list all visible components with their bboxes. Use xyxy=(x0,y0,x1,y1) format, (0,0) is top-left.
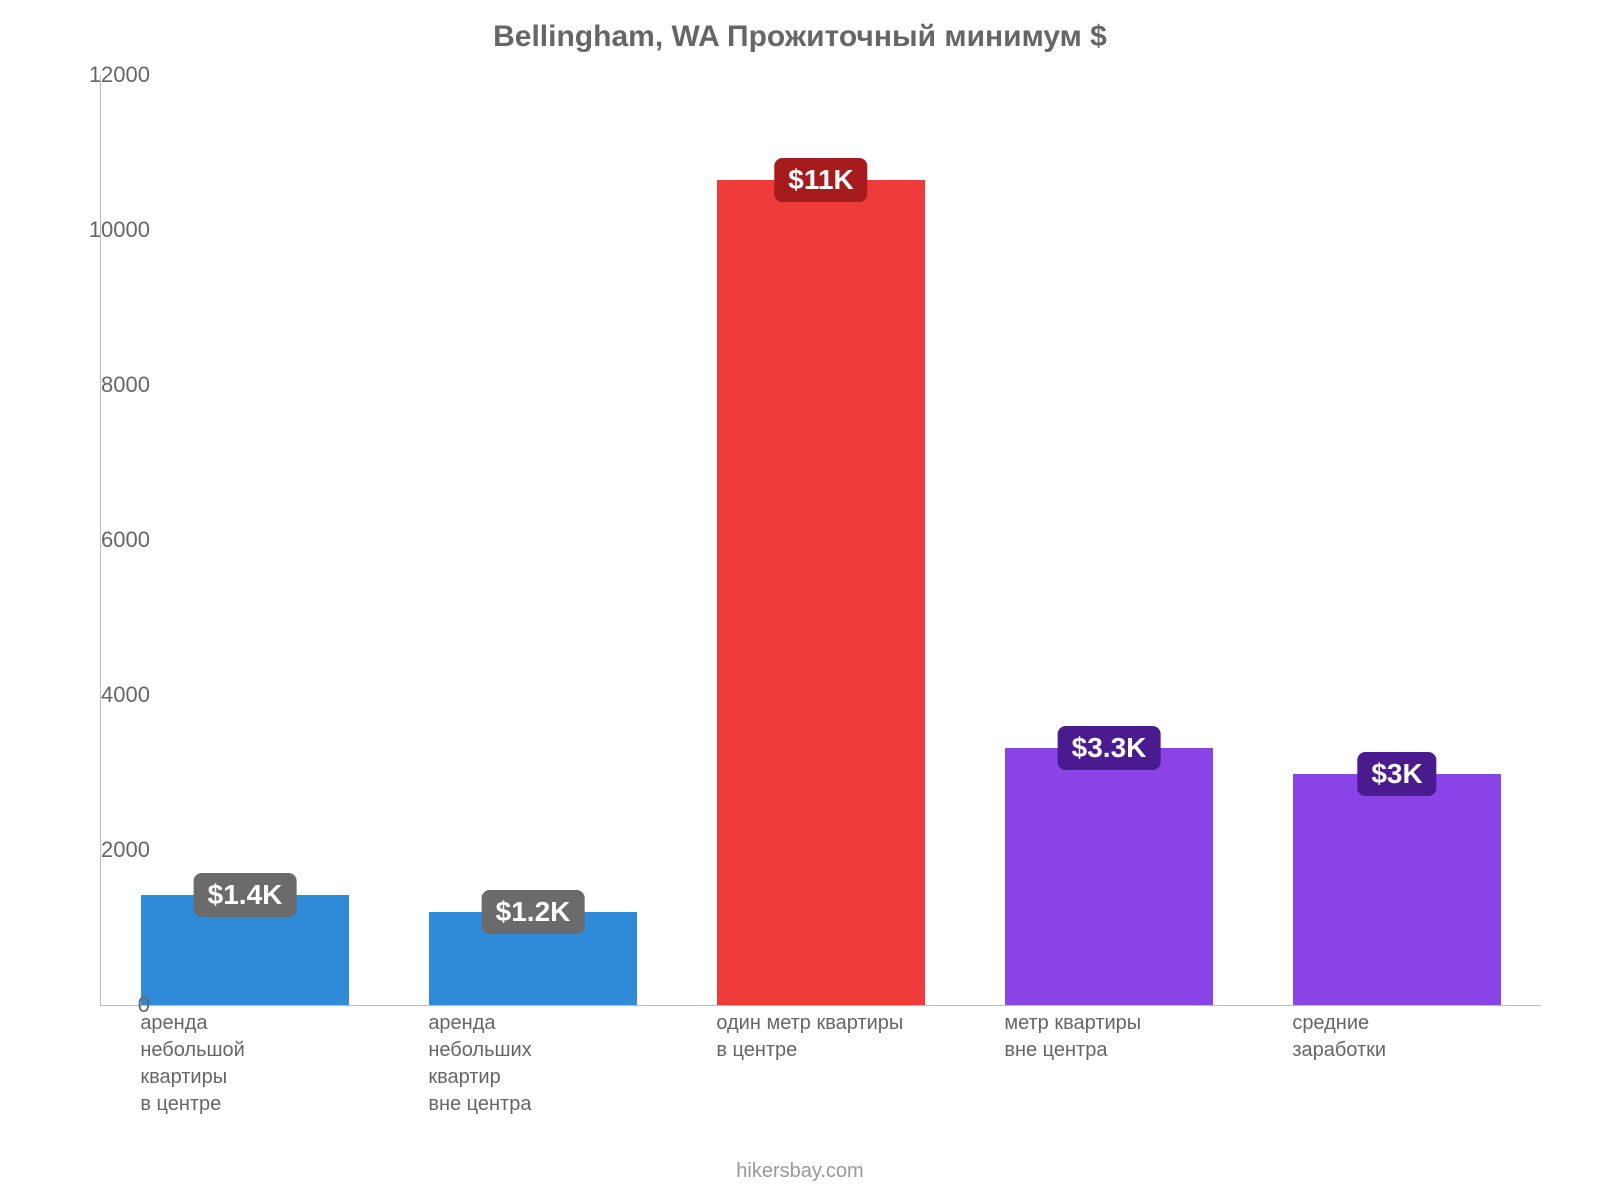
category-label-line: вне центра xyxy=(1004,1037,1141,1064)
category-label-line: аренда xyxy=(428,1010,531,1037)
bar-sqm-outside xyxy=(1005,748,1212,1005)
bar-sqm-center xyxy=(717,180,924,1005)
category-label-sqm-outside: метр квартирывне центра xyxy=(1004,1010,1141,1064)
category-label-line: вне центра xyxy=(428,1091,531,1118)
chart-footer: hikersbay.com xyxy=(0,1160,1600,1183)
category-label-avg-earnings: средниезаработки xyxy=(1292,1010,1386,1064)
value-badge-sqm-outside: $3.3K xyxy=(1058,726,1161,770)
plot-area: $1.4K $1.2K $11K $3.3K $3K xyxy=(100,75,1541,1006)
bar-avg-earnings xyxy=(1293,774,1500,1005)
category-label-sqm-center: один метр квартирыв центре xyxy=(716,1010,903,1064)
value-badge-sqm-center: $11K xyxy=(774,158,867,202)
category-label-line: заработки xyxy=(1292,1037,1386,1064)
y-tick-label: 2000 xyxy=(101,837,150,863)
category-label-line: квартиры xyxy=(140,1064,245,1091)
y-tick-label: 6000 xyxy=(101,527,150,553)
y-tick-label: 12000 xyxy=(89,62,150,88)
category-label-line: в центре xyxy=(140,1091,245,1118)
y-tick-label: 8000 xyxy=(101,372,150,398)
category-label-line: квартир xyxy=(428,1064,531,1091)
category-label-line: один метр квартиры xyxy=(716,1010,903,1037)
chart-title: Bellingham, WA Прожиточный минимум $ xyxy=(0,20,1600,54)
category-label-line: аренда xyxy=(140,1010,245,1037)
category-label-rent-small-outside: аренданебольшихквартирвне центра xyxy=(428,1010,531,1118)
category-label-line: в центре xyxy=(716,1037,903,1064)
value-badge-rent-small-outside: $1.2K xyxy=(482,890,585,934)
category-label-rent-small-center: аренданебольшойквартирыв центре xyxy=(140,1010,245,1118)
category-label-line: небольшой xyxy=(140,1037,245,1064)
chart-container: Bellingham, WA Прожиточный минимум $ $1.… xyxy=(0,0,1600,1200)
value-badge-rent-small-center: $1.4K xyxy=(194,873,297,917)
category-label-line: небольших xyxy=(428,1037,531,1064)
category-label-line: средние xyxy=(1292,1010,1386,1037)
value-badge-avg-earnings: $3K xyxy=(1357,752,1436,796)
y-tick-label: 4000 xyxy=(101,682,150,708)
y-tick-label: 10000 xyxy=(89,217,150,243)
category-label-line: метр квартиры xyxy=(1004,1010,1141,1037)
